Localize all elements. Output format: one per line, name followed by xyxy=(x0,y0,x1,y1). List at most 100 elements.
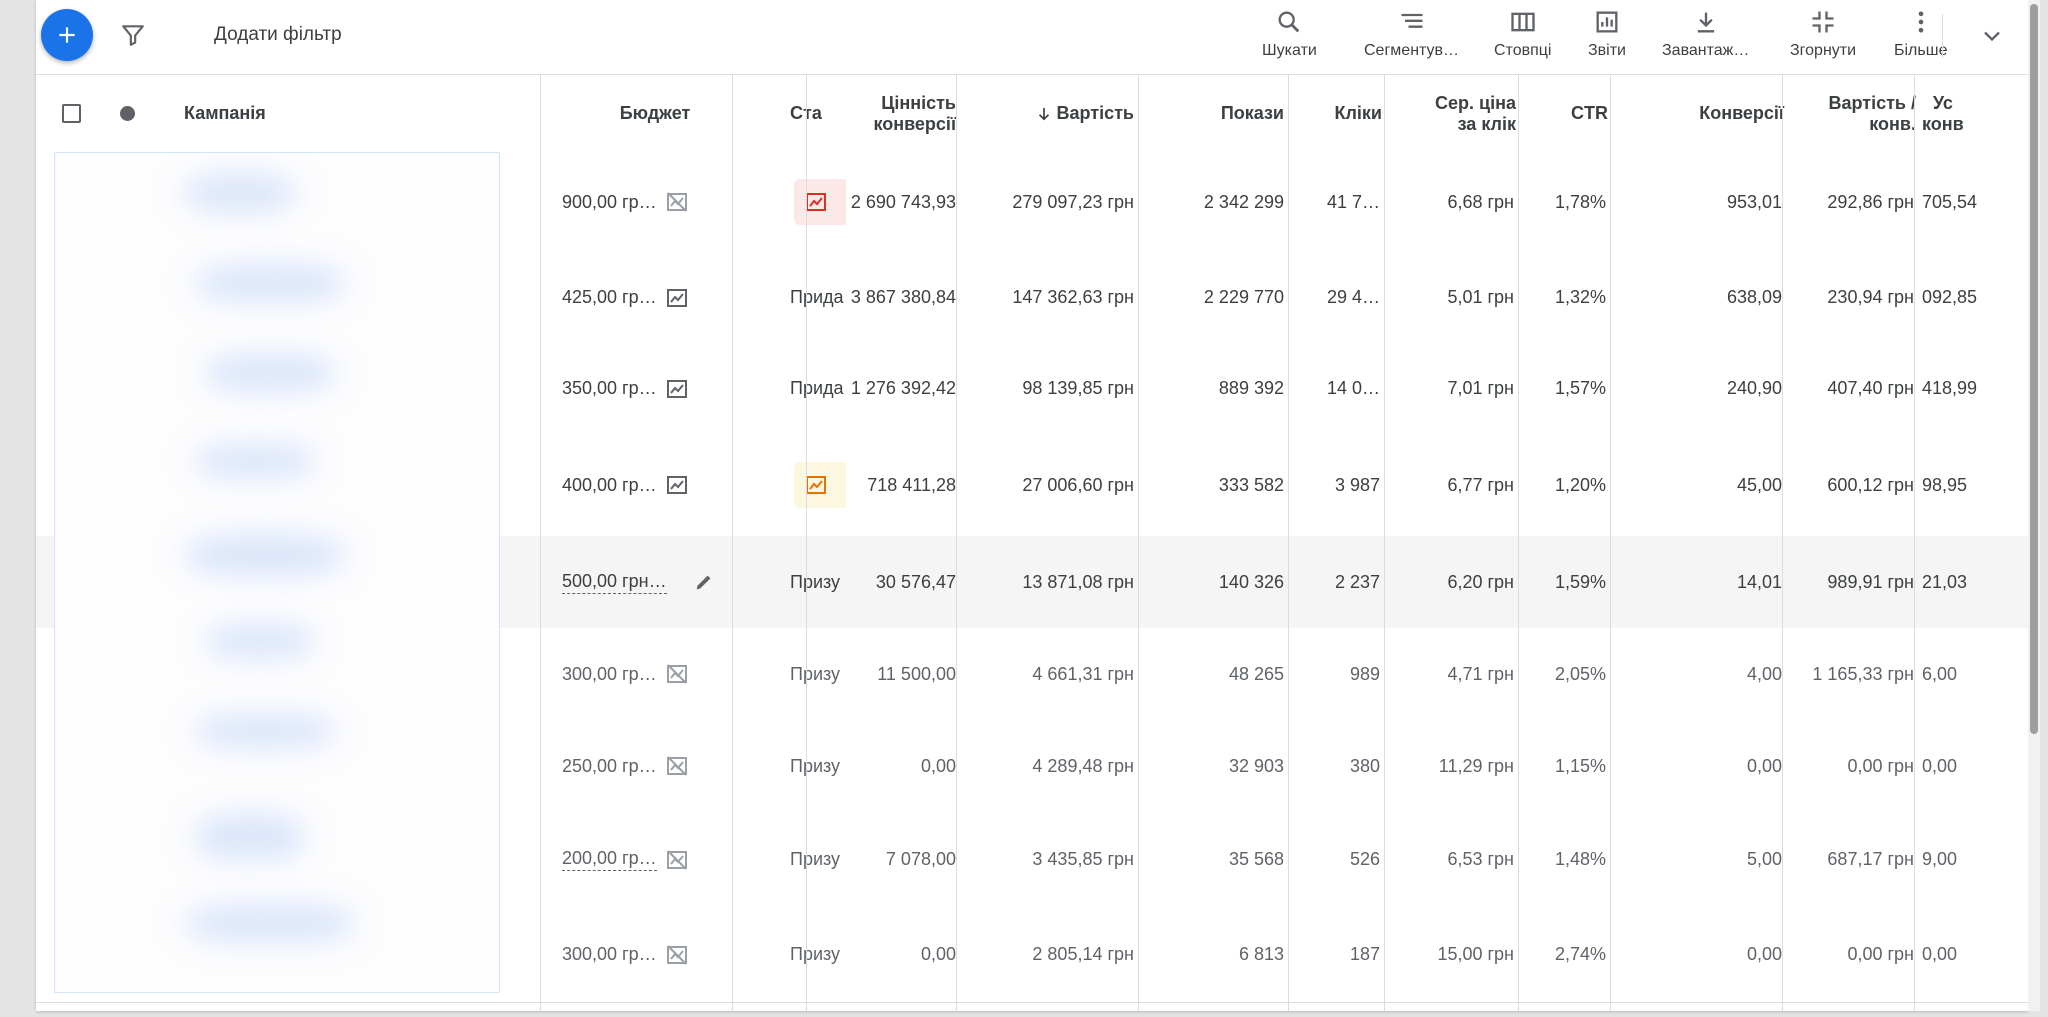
cell-impressions: 35 568 xyxy=(1228,849,1284,869)
tool-label: Сегментув… xyxy=(1364,42,1460,59)
cell-cost-per-conv: 292,86 грн xyxy=(1827,191,1914,212)
cell-all-conv: 705,54 xyxy=(1922,191,1978,212)
cell-status: Призу xyxy=(790,944,841,964)
cell-clicks: 3 987 xyxy=(1334,474,1380,495)
chart-off-icon[interactable] xyxy=(665,662,689,686)
arrow-down-icon xyxy=(1038,107,1049,120)
chart-icon[interactable] xyxy=(665,473,689,497)
header-conversions[interactable]: Конверсії xyxy=(1699,103,1784,123)
cell-avg-cpc: 5,01 грн xyxy=(1447,287,1514,307)
column-divider xyxy=(540,75,541,1011)
search-tool[interactable]: Шукати xyxy=(1262,8,1317,68)
cell-budget[interactable]: 300,00 гр… xyxy=(562,628,732,720)
cell-conv-value: 0,00 xyxy=(920,944,956,964)
status-dot-header xyxy=(120,75,140,152)
chart-off-icon[interactable] xyxy=(665,754,689,778)
cell-conversions: 638,09 xyxy=(1726,287,1782,307)
cell-clicks: 29 4… xyxy=(1326,287,1380,307)
header-cost-per-conv[interactable]: Вартість / конв. xyxy=(1786,75,1938,152)
download-tool[interactable]: Завантаж… xyxy=(1662,8,1749,68)
create-button[interactable] xyxy=(41,9,93,61)
cell-all-conv: 9,00 xyxy=(1922,849,1958,869)
tool-label: Стовпці xyxy=(1494,42,1552,59)
header-line: Цінність xyxy=(881,92,956,113)
edit-icon[interactable] xyxy=(693,571,715,593)
header-clicks[interactable]: Кліки xyxy=(1334,103,1383,123)
header-avg-cpc[interactable]: Сер. ціна за клік xyxy=(1386,75,1538,152)
cell-conversions: 45,00 xyxy=(1736,474,1782,495)
cell-clicks: 2 237 xyxy=(1334,571,1380,592)
header-status[interactable]: Ста xyxy=(790,103,822,123)
chart-off-icon[interactable] xyxy=(665,190,689,214)
columns-tool[interactable]: Стовпці xyxy=(1494,8,1551,68)
more-tool[interactable]: Більше xyxy=(1894,8,1947,68)
chevron-down-icon[interactable] xyxy=(1978,22,2006,50)
cell-ctr: 1,78% xyxy=(1554,191,1606,212)
budget-value: 300,00 гр… xyxy=(562,663,657,684)
cell-avg-cpc: 6,77 грн xyxy=(1447,474,1514,495)
header-line: Ус xyxy=(1932,92,1953,113)
header-impressions[interactable]: Покази xyxy=(1220,103,1284,123)
cell-impressions: 333 582 xyxy=(1218,474,1284,495)
scrollbar-thumb[interactable] xyxy=(2030,4,2038,734)
segment-tool[interactable]: Сегментув… xyxy=(1364,8,1459,68)
cell-conversions: 0,00 xyxy=(1746,944,1782,964)
chart-icon[interactable] xyxy=(665,377,689,401)
budget-value: 250,00 гр… xyxy=(562,755,657,776)
column-divider xyxy=(1288,75,1289,1011)
plus-icon xyxy=(59,27,75,43)
cell-cost: 4 289,48 грн xyxy=(1032,755,1134,776)
cell-clicks: 187 xyxy=(1349,944,1380,964)
table-header: Кампанія Бюджет Ста Цінність конверсії Ва… xyxy=(36,75,2028,153)
budget-value: 425,00 гр… xyxy=(562,287,657,307)
cell-ctr: 2,05% xyxy=(1554,663,1606,684)
header-conv-value[interactable]: Цінність конверсії xyxy=(806,75,978,152)
chart-off-icon[interactable] xyxy=(665,943,689,967)
cell-ctr: 1,48% xyxy=(1554,849,1606,869)
chart-icon[interactable] xyxy=(665,286,689,310)
cell-cost: 3 435,85 грн xyxy=(1032,849,1134,869)
chart-off-icon[interactable] xyxy=(665,848,689,872)
column-divider xyxy=(1610,75,1611,1011)
chart-warning-icon xyxy=(806,476,826,494)
cell-cost-per-conv: 687,17 грн xyxy=(1827,849,1914,869)
cell-impressions: 2 229 770 xyxy=(1203,287,1284,307)
cell-status: Призу xyxy=(790,755,841,776)
header-line: конверсії xyxy=(873,113,956,134)
header-cost[interactable]: Вартість xyxy=(958,75,1156,152)
cell-conversions: 953,01 xyxy=(1726,191,1782,212)
collapse-tool[interactable]: Згорнути xyxy=(1790,8,1856,68)
cell-impressions: 889 392 xyxy=(1218,378,1284,398)
tool-label: Згорнути xyxy=(1790,42,1857,59)
cell-budget[interactable]: 500,00 грн… xyxy=(562,536,732,628)
budget-value: 300,00 гр… xyxy=(562,944,657,964)
cell-avg-cpc: 6,53 грн xyxy=(1447,849,1514,869)
cell-conv-value: 3 867 380,84 xyxy=(850,287,956,307)
select-all-checkbox[interactable] xyxy=(62,75,82,152)
cell-budget[interactable]: 200,00 гр… xyxy=(562,812,732,907)
cell-budget[interactable]: 250,00 гр… xyxy=(562,720,732,812)
budget-value: 900,00 гр… xyxy=(562,191,657,212)
reports-icon xyxy=(1596,11,1618,33)
cell-impressions: 2 342 299 xyxy=(1203,191,1284,212)
add-filter-link[interactable]: Додати фільтр xyxy=(214,24,342,45)
cell-budget[interactable]: 350,00 гр… xyxy=(562,343,732,434)
cell-cost-per-conv: 1 165,33 грн xyxy=(1812,663,1914,684)
cell-budget[interactable]: 300,00 гр… xyxy=(562,907,732,1002)
cell-ctr: 1,20% xyxy=(1554,474,1606,495)
cell-conv-value: 1 276 392,42 xyxy=(850,378,956,398)
cell-conversions: 4,00 xyxy=(1746,663,1782,684)
cell-budget[interactable]: 425,00 гр… xyxy=(562,252,732,343)
header-all-conv[interactable]: Ус конв xyxy=(1922,75,1992,152)
cell-budget[interactable]: 400,00 гр… xyxy=(562,434,732,536)
filter-icon[interactable] xyxy=(120,22,146,48)
status-warning-chip[interactable] xyxy=(794,462,846,508)
reports-tool[interactable]: Звіти xyxy=(1588,8,1626,68)
status-warning-chip[interactable] xyxy=(794,179,846,225)
cell-budget[interactable]: 900,00 гр… xyxy=(562,152,732,252)
header-line: конв. xyxy=(1869,113,1916,134)
budget-value: 500,00 грн… xyxy=(562,571,667,594)
header-ctr[interactable]: CTR xyxy=(1571,103,1608,123)
header-budget[interactable]: Бюджет xyxy=(619,103,691,123)
header-campaign[interactable]: Кампанія xyxy=(184,103,266,123)
